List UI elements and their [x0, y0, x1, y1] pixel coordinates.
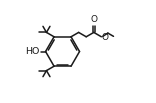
Text: O: O — [102, 33, 109, 42]
Text: O: O — [90, 15, 97, 24]
Text: HO: HO — [26, 47, 40, 56]
